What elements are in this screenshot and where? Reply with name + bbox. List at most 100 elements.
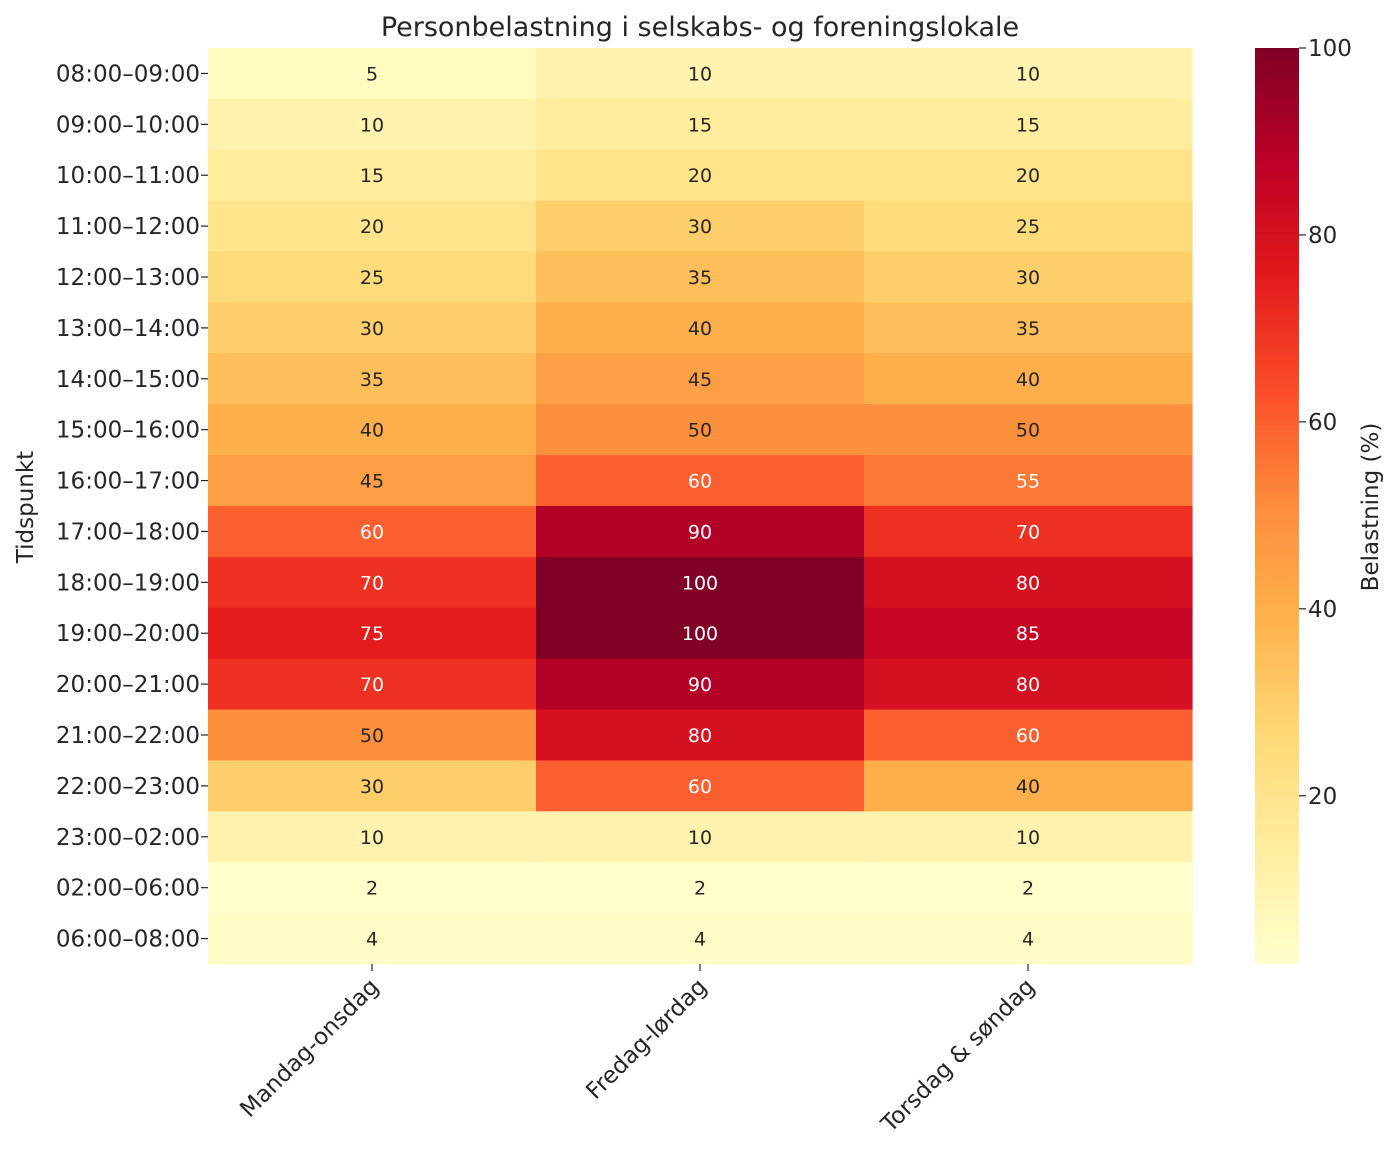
y-tick-label: 06:00–08:00 [56,927,200,953]
cell-value-label: 40 [1016,776,1040,798]
cell-value-label: 85 [1016,623,1040,645]
cell-value-label: 10 [688,827,712,849]
heatmap-cell [536,862,865,914]
heatmap-cell [536,556,865,609]
heatmap-cell [536,98,865,151]
heatmap-cell [536,709,865,762]
cell-value-label: 30 [360,318,384,340]
colorbar-tick-label: 20 [1308,784,1337,810]
heatmap-cell [864,658,1193,711]
heatmap-cell [864,913,1193,965]
colorbar-tick-label: 40 [1308,597,1337,623]
cell-value-label: 70 [360,572,384,594]
cell-value-label: 20 [688,165,712,187]
cell-value-label: 40 [360,420,384,442]
cell-value-label: 20 [1016,165,1040,187]
heatmap-cell [208,149,537,202]
heatmap-cell [208,353,537,405]
heatmap-cell [536,48,865,100]
heatmap-cell [208,302,537,354]
y-tick-label: 10:00–11:00 [56,163,200,189]
cell-value-label: 4 [366,929,378,951]
heatmap-cell [864,607,1193,660]
heatmap-cell [864,811,1193,863]
heatmap-cell [536,200,865,253]
cell-value-label: 30 [1016,267,1040,289]
cell-value-label: 50 [360,725,384,747]
heatmap-cell [208,556,537,609]
y-tick-label: 14:00–15:00 [56,367,200,393]
cell-value-label: 5 [366,63,378,85]
heatmap-cell [864,98,1193,151]
cell-value-label: 20 [360,216,384,238]
cell-value-label: 2 [694,878,706,900]
cell-value-label: 70 [1016,521,1040,543]
colorbar-tick-label: 100 [1308,36,1352,62]
cell-value-label: 80 [1016,572,1040,594]
heatmap-cell [864,200,1193,253]
cell-value-label: 55 [1016,471,1040,493]
y-tick-label: 19:00–20:00 [56,621,200,647]
cell-value-label: 10 [360,114,384,136]
cell-value-label: 15 [688,114,712,136]
heatmap-cell [536,913,865,965]
cell-value-label: 60 [360,521,384,543]
cell-value-label: 50 [688,420,712,442]
cell-value-label: 60 [1016,725,1040,747]
colorbar-tick-label: 80 [1308,223,1337,249]
heatmap-cell [864,455,1193,507]
heatmap-cell [208,862,537,914]
cell-value-label: 4 [694,929,706,951]
heatmap-cell [536,455,865,507]
x-tick-label: Torsdag & søndag [876,974,1040,1138]
y-tick-label: 15:00–16:00 [56,418,200,444]
heatmap-cell [208,760,537,812]
heatmap-cell [208,709,537,762]
cell-value-label: 10 [360,827,384,849]
heatmap-cell [864,48,1193,100]
y-tick-label: 12:00–13:00 [56,265,200,291]
cell-value-label: 90 [688,674,712,696]
y-tick-label: 20:00–21:00 [56,672,200,698]
heatmap-cell [864,556,1193,609]
cell-value-label: 80 [688,725,712,747]
heatmap-cell [208,658,537,711]
heatmap-cell [536,658,865,711]
heatmap-cell [536,811,865,863]
colorbar [1255,48,1299,964]
colorbar-tick-label: 60 [1308,410,1337,436]
cell-value-label: 45 [360,471,384,493]
cell-value-label: 25 [360,267,384,289]
y-tick-label: 17:00–18:00 [56,519,200,545]
heatmap-cell [208,607,537,660]
heatmap-cell [208,251,537,304]
y-tick-label: 13:00–14:00 [56,316,200,342]
heatmap-cell [208,48,537,100]
x-axis-ticks: Mandag-onsdag Fredag-lørdag Torsdag & sønd… [235,964,1040,1138]
y-axis-label: Tidspunkt [13,451,39,564]
heatmap-cell [536,760,865,812]
y-tick-label: 08:00–09:00 [56,61,200,87]
y-tick-label: 09:00–10:00 [56,112,200,138]
cell-value-label: 10 [1016,63,1040,85]
cell-value-label: 40 [1016,369,1040,391]
heatmap-cell [208,98,537,151]
y-tick-label: 23:00–02:00 [56,825,200,851]
heatmap-cell [536,404,865,456]
cell-value-label: 2 [366,878,378,900]
heatmap-cell [864,404,1193,456]
heatmap-cell [208,455,537,507]
cell-value-label: 4 [1022,929,1034,951]
y-tick-label: 11:00–12:00 [56,214,200,240]
y-tick-label: 18:00–19:00 [56,570,200,596]
heatmap-cell [208,913,537,965]
y-tick-label: 02:00–06:00 [56,876,200,902]
cell-value-label: 35 [1016,318,1040,340]
cell-value-label: 40 [688,318,712,340]
heatmap-cell [864,302,1193,354]
cell-value-label: 10 [688,63,712,85]
cell-value-label: 30 [360,776,384,798]
heatmap-cell [536,302,865,354]
cell-value-label: 15 [1016,114,1040,136]
